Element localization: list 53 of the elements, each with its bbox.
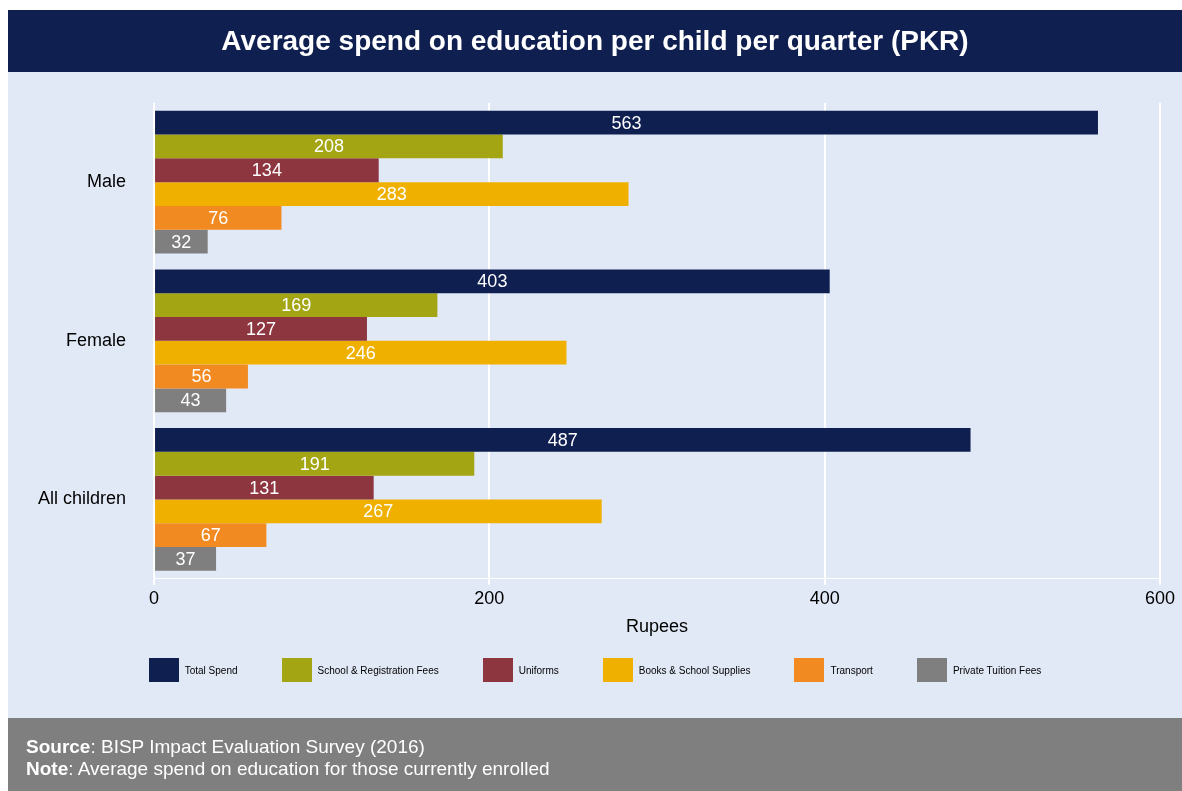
data-label: 246 xyxy=(345,342,376,363)
chart-title: Average spend on education per child per quarter (PKR) xyxy=(8,10,1182,72)
bar xyxy=(155,388,227,413)
bar xyxy=(155,340,567,365)
source-note: Source: BISP Impact Evaluation Survey (2016) xyxy=(26,736,425,757)
bar xyxy=(155,229,208,254)
bar xyxy=(155,451,475,476)
x-tick-label: 0 xyxy=(149,587,160,608)
y-tick-label: Male xyxy=(87,171,127,192)
x-tick-label: 400 xyxy=(809,587,840,608)
data-label: 191 xyxy=(299,453,330,474)
bar xyxy=(155,158,379,183)
bar xyxy=(155,317,367,341)
data-label: 487 xyxy=(547,429,578,450)
bar xyxy=(155,523,267,548)
bar xyxy=(155,499,602,524)
bar xyxy=(155,269,830,294)
bar xyxy=(155,547,217,571)
x-tick-label: 200 xyxy=(474,587,505,608)
bar xyxy=(155,134,503,159)
x-axis-title: Rupees xyxy=(626,616,689,637)
data-label: 283 xyxy=(376,184,407,204)
bar xyxy=(155,182,629,206)
legend-label: Total Spend xyxy=(184,664,238,676)
legend-label: Transport xyxy=(830,664,873,676)
data-label: 37 xyxy=(175,548,196,569)
y-tick-label: Female xyxy=(66,329,127,350)
data-label: 56 xyxy=(191,366,212,387)
data-label: 169 xyxy=(281,295,312,316)
data-label: 127 xyxy=(245,318,277,339)
legend-label: School & Registration Fees xyxy=(317,664,439,676)
data-label: 208 xyxy=(313,136,344,157)
data-label: 403 xyxy=(477,271,508,292)
data-label: 563 xyxy=(611,112,642,133)
bar xyxy=(155,293,438,317)
data-label: 32 xyxy=(171,231,192,252)
legend-label: Private Tuition Fees xyxy=(952,664,1042,676)
bar xyxy=(155,428,971,452)
y-tick-label: All children xyxy=(37,488,127,509)
data-label: 134 xyxy=(251,160,282,181)
data-label: 267 xyxy=(363,501,394,522)
data-label: 76 xyxy=(208,207,229,228)
bar xyxy=(155,475,374,500)
bar xyxy=(155,364,248,389)
data-label: 131 xyxy=(249,477,280,498)
legend-label: Books & School Supplies xyxy=(638,664,751,676)
data-label: 67 xyxy=(200,525,221,546)
bar xyxy=(155,110,1098,135)
bar xyxy=(155,205,282,230)
x-tick-label: 600 xyxy=(1144,587,1176,608)
data-label: 43 xyxy=(180,390,201,411)
text: Note: Average spend on education for those currently enrolled xyxy=(26,758,550,779)
legend-label: Uniforms xyxy=(518,664,559,676)
